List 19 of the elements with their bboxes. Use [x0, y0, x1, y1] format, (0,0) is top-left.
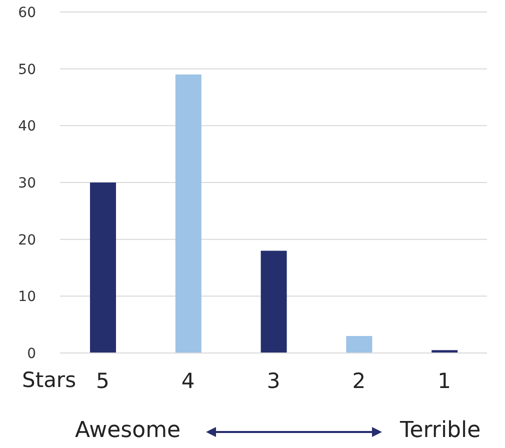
bar — [90, 182, 116, 353]
text: Awesome — [75, 418, 181, 443]
y-tick-label: 60 — [18, 4, 36, 21]
y-tick-label: 40 — [18, 118, 36, 135]
bar — [175, 74, 202, 353]
x-tick-label: 1 — [438, 368, 451, 393]
x-tick-label: 5 — [96, 368, 110, 393]
x-tick-label: 4 — [181, 368, 195, 393]
bar — [260, 250, 287, 353]
y-tick-label: 10 — [18, 289, 36, 306]
y-tick-label: 30 — [18, 175, 36, 192]
x-tick-label: 3 — [266, 368, 280, 393]
x-axis-title: Stars — [22, 368, 76, 392]
bar — [346, 336, 372, 353]
text: Terrible — [400, 418, 481, 443]
y-tick-label: 20 — [18, 232, 36, 248]
y-tick-label: 0 — [27, 346, 36, 362]
x-tick-label: 2 — [352, 368, 366, 393]
y-tick-label: 50 — [18, 62, 36, 78]
